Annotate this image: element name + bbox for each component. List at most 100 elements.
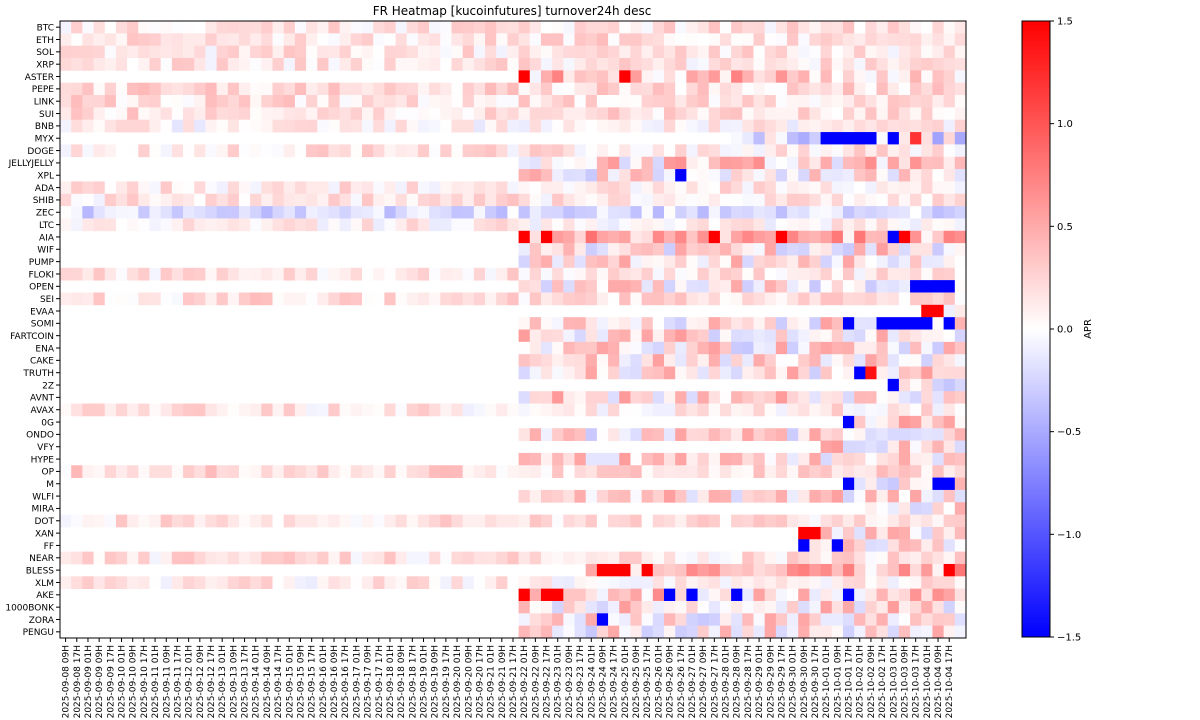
heatmap-cell: [742, 132, 754, 145]
heatmap-cell: [910, 452, 922, 466]
heatmap-cell: [898, 107, 911, 121]
heatmap-cell: [540, 107, 553, 121]
heatmap-cell: [596, 156, 609, 170]
heatmap-cell: [943, 95, 956, 108]
heatmap-cell: [954, 489, 967, 503]
heatmap-cell: [742, 317, 754, 330]
heatmap-cell: [238, 206, 251, 219]
heatmap-cell: [954, 366, 967, 380]
heatmap-cell: [540, 354, 553, 367]
heatmap-cell: [664, 70, 676, 84]
heatmap-cell: [227, 267, 240, 281]
heatmap-cell: [160, 45, 173, 59]
heatmap-cell: [898, 169, 911, 182]
colorbar-tick-label: 1.0: [1057, 119, 1073, 130]
heatmap-cell: [395, 95, 408, 108]
heatmap-cell: [675, 45, 687, 59]
heatmap-cell: [552, 119, 564, 133]
heatmap-cell: [183, 45, 195, 59]
heatmap-cell: [820, 514, 833, 528]
y-tick-label: DOGE: [27, 147, 54, 157]
heatmap-cell: [373, 292, 385, 306]
heatmap-cell: [708, 341, 721, 355]
heatmap-cell: [910, 82, 922, 96]
heatmap-cell: [742, 82, 754, 96]
heatmap-cell: [619, 613, 631, 627]
heatmap-cell: [473, 292, 486, 306]
heatmap-cell: [787, 452, 799, 466]
heatmap-cell: [910, 33, 922, 47]
heatmap-cell: [596, 576, 609, 590]
heatmap-cell: [876, 58, 889, 71]
heatmap-cell: [686, 144, 698, 158]
heatmap-cell: [518, 576, 531, 590]
heatmap-cell: [384, 218, 396, 232]
heatmap-cell: [596, 600, 609, 614]
heatmap-cell: [921, 218, 933, 232]
heatmap-cell: [362, 193, 374, 207]
heatmap-cell: [306, 21, 318, 34]
heatmap-cell: [686, 403, 698, 417]
heatmap-cell: [820, 625, 833, 639]
heatmap-cell: [127, 107, 139, 121]
heatmap-cell: [339, 144, 352, 158]
heatmap-cell: [540, 230, 553, 244]
heatmap-cell: [574, 428, 587, 441]
x-tick-label: 2025-09-27 17H: [710, 645, 720, 718]
heatmap-cell: [619, 206, 631, 219]
heatmap-cell: [272, 551, 285, 565]
heatmap-cell: [540, 33, 553, 47]
heatmap-cell: [317, 292, 329, 306]
heatmap-cell: [820, 526, 833, 540]
heatmap-cell: [708, 563, 721, 577]
heatmap-cell: [563, 267, 575, 281]
heatmap-cell: [641, 465, 654, 478]
heatmap-cell: [831, 588, 844, 602]
heatmap-cell: [563, 613, 575, 627]
heatmap-cell: [820, 588, 833, 602]
heatmap-cell: [809, 341, 821, 355]
heatmap-cell: [339, 58, 352, 71]
heatmap-cell: [910, 563, 922, 577]
heatmap-cell: [250, 45, 262, 59]
heatmap-cell: [921, 551, 933, 565]
heatmap-cell: [854, 21, 866, 34]
heatmap-cell: [876, 477, 889, 491]
heatmap-cell: [395, 45, 408, 59]
heatmap-cell: [596, 82, 609, 96]
heatmap-cell: [798, 144, 810, 158]
heatmap-cell: [921, 403, 933, 417]
heatmap-cell: [686, 70, 698, 84]
x-tick-label: 2025-09-27 09H: [699, 645, 709, 718]
heatmap-cell: [753, 267, 766, 281]
heatmap-cell: [719, 33, 732, 47]
heatmap-cell: [719, 156, 732, 170]
heatmap-cell: [205, 551, 217, 565]
heatmap-cell: [317, 33, 329, 47]
heatmap-cell: [630, 82, 643, 96]
heatmap-cell: [462, 144, 475, 158]
x-tick-label: 2025-09-13 17H: [241, 645, 251, 718]
heatmap-cell: [227, 465, 240, 478]
heatmap-cell: [697, 354, 710, 367]
heatmap-cell: [943, 625, 956, 639]
heatmap-cell: [440, 292, 452, 306]
heatmap-cell: [842, 354, 855, 367]
heatmap-cell: [764, 403, 777, 417]
heatmap-cell: [127, 144, 139, 158]
heatmap-cell: [283, 465, 296, 478]
heatmap-cell: [820, 428, 833, 441]
heatmap-cell: [563, 366, 575, 380]
heatmap-cell: [485, 206, 497, 219]
heatmap-cell: [462, 58, 475, 71]
heatmap-cell: [306, 551, 318, 565]
heatmap-cell: [552, 243, 564, 256]
heatmap-cell: [350, 33, 363, 47]
x-tick-label: 2025-09-22 01H: [520, 645, 530, 718]
heatmap-cell: [787, 366, 799, 380]
heatmap-cell: [719, 613, 732, 627]
heatmap-cell: [518, 317, 531, 330]
heatmap-cell: [854, 156, 866, 170]
heatmap-cell: [731, 354, 743, 367]
heatmap-cell: [171, 576, 184, 590]
